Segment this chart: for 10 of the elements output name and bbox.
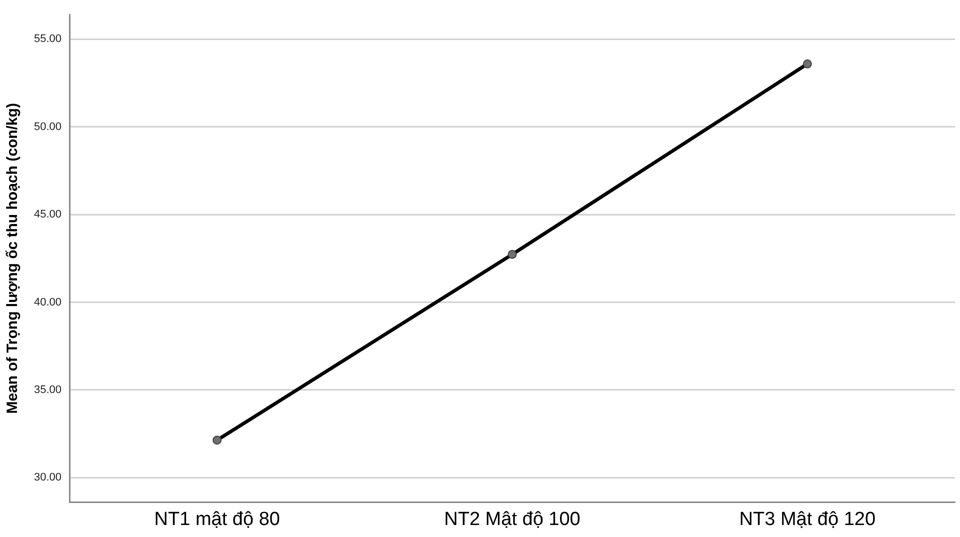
x-tick-label: NT2 Mật độ 100: [444, 508, 580, 530]
y-tick-label: 45.00: [34, 208, 62, 221]
y-tick-label: 40.00: [34, 296, 62, 308]
y-tick-label: 55.00: [34, 33, 62, 46]
x-tick-label: NT3 Mật độ 120: [739, 508, 876, 530]
x-tick-label: NT1 mật độ 80: [154, 508, 280, 530]
y-tick-label: 35.00: [34, 384, 62, 396]
y-tick-label: 50.00: [34, 120, 62, 133]
y-axis-title: Mean of Trọng lượng ốc thu hoạch (con/kg): [4, 103, 22, 414]
y-tick-label: 30.00: [34, 472, 62, 484]
